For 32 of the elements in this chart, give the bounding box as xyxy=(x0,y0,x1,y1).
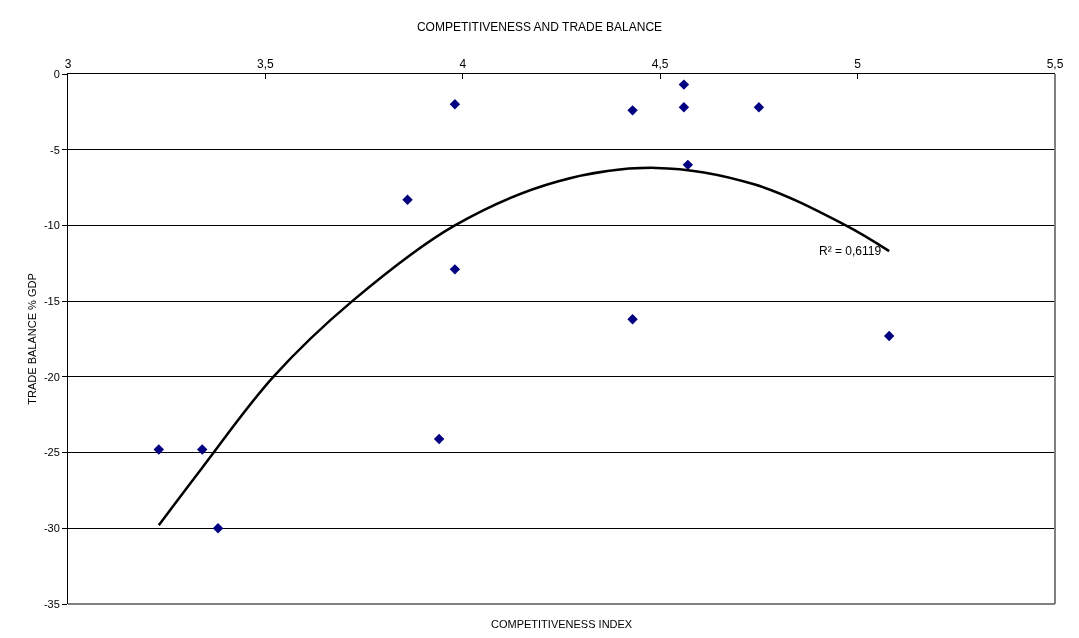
point xyxy=(883,330,895,342)
point xyxy=(449,264,461,275)
y-tick-label: -35 xyxy=(43,597,60,610)
point xyxy=(678,102,690,113)
point xyxy=(678,79,690,90)
x-tick-label: 5,5 xyxy=(1046,57,1064,72)
x-tick-label: 5 xyxy=(854,57,862,72)
y-tick-label: -10 xyxy=(43,219,60,232)
point xyxy=(682,159,694,171)
point xyxy=(153,444,164,455)
point xyxy=(197,444,208,455)
point xyxy=(753,102,765,113)
y-tick-label: -15 xyxy=(43,294,60,307)
point xyxy=(402,194,413,205)
x-tick-label: 3 xyxy=(64,57,72,72)
y-axis-title: TRADE BALANCE % GDP xyxy=(26,273,38,405)
point xyxy=(433,433,445,445)
y-tick-label: -30 xyxy=(43,522,60,535)
point xyxy=(627,105,638,116)
point xyxy=(449,99,461,110)
point xyxy=(212,523,224,534)
annotation: R² = 0,6119 xyxy=(819,244,882,258)
y-tick-label: -5 xyxy=(50,143,60,156)
chart-title: COMPETITIVENESS AND TRADE BALANCE xyxy=(416,19,663,34)
y-tick-label: -20 xyxy=(43,370,60,383)
y-tick-label: 0 xyxy=(53,67,60,80)
point xyxy=(627,314,638,325)
x-axis-title: COMPETITIVENESS INDEX xyxy=(491,618,633,630)
x-tick-label: 3,5 xyxy=(257,57,275,72)
y-tick-label: -25 xyxy=(43,446,60,459)
x-tick-label: 4,5 xyxy=(651,57,669,72)
x-tick-label: 4 xyxy=(459,57,467,72)
